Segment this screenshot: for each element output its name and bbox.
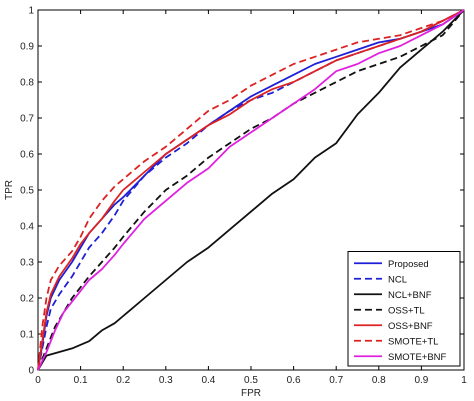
legend-label: OSS+TL: [388, 305, 425, 316]
axis-ticks: 0 0.1 0.2 0.3 0.4 0.5 0.6 0.7 0.8 0.9 1 0 0.1 0.2 0.3 0…: [20, 6, 467, 387]
y-tick-label: 0.2: [20, 294, 34, 305]
series-line-smote-tl: [37, 9, 465, 371]
y-tick-label: 0.7: [20, 114, 34, 125]
series-line-smote-bnf: [37, 9, 465, 371]
series-line-oss-tl: [37, 9, 465, 371]
y-tick-label: 0: [28, 366, 34, 377]
x-tick-label: 0.9: [414, 375, 428, 386]
y-tick-label: 0.9: [20, 42, 34, 53]
x-tick-label: 0.8: [372, 375, 386, 386]
y-tick-label: 0.6: [20, 150, 34, 161]
series-line-oss-bnf: [37, 9, 465, 371]
legend-box: [347, 251, 461, 367]
y-tick-label: 0.3: [20, 258, 34, 269]
y-tick-label: 0.5: [20, 186, 34, 197]
x-tick-label: 0.5: [244, 375, 258, 386]
y-tick-label: 0.8: [20, 78, 34, 89]
y-tick-label: 1: [28, 6, 34, 17]
series-layer: [37, 9, 465, 371]
x-tick-label: 0.4: [201, 375, 215, 386]
legend-label: SMOTE+BNF: [388, 352, 447, 363]
y-tick-label: 0.1: [20, 330, 34, 341]
x-tick-label: 0.7: [329, 375, 343, 386]
legend-label: NCL: [388, 274, 407, 285]
x-tick-label: 1: [461, 375, 467, 386]
x-tick-label: 0.1: [74, 375, 88, 386]
x-axis-label: FPR: [241, 388, 261, 399]
x-tick-label: 0.6: [287, 375, 301, 386]
x-tick-label: 0: [35, 375, 41, 386]
x-tick-label: 0.2: [116, 375, 130, 386]
legend-label: SMOTE+TL: [388, 336, 438, 347]
series-line-ncl-bnf: [37, 9, 465, 371]
legend-label: Proposed: [388, 259, 429, 270]
y-tick-label: 0.4: [20, 222, 34, 233]
x-tick-label: 0.3: [159, 375, 173, 386]
y-axis-label: TPR: [4, 180, 15, 200]
legend-label: NCL+BNF: [388, 290, 432, 301]
legend-label: OSS+BNF: [388, 321, 433, 332]
legend: Proposed NCL NCL+BNF OSS+TL OSS+BNF SMOTE+TL S…: [347, 251, 461, 367]
